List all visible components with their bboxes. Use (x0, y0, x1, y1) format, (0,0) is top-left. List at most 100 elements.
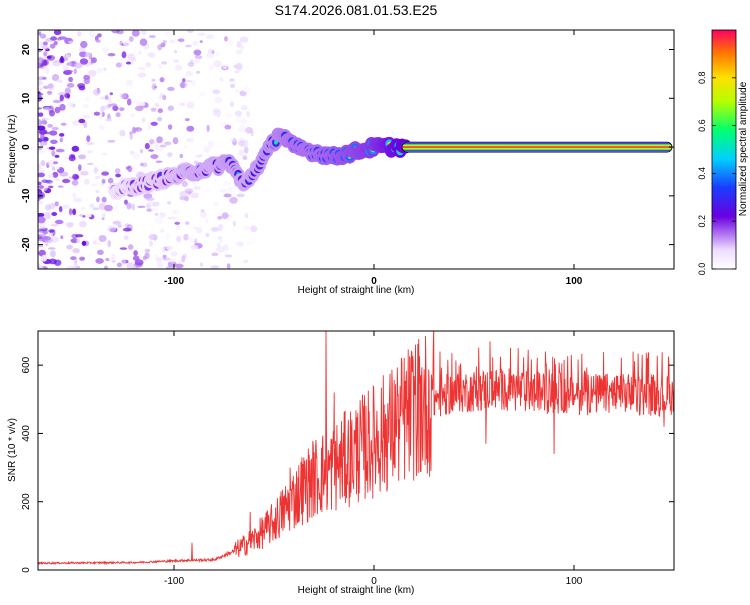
spectrogram-noise-blob (43, 65, 48, 74)
spectrogram-noise-blob (107, 240, 111, 248)
spectrogram-noise-blob (38, 147, 43, 151)
spectrogram-noise-blob (139, 105, 144, 109)
spectrogram-noise-blob (155, 212, 159, 216)
spectrogram-noise-blob (142, 255, 147, 261)
spectrogram-noise-blob (188, 190, 191, 196)
spectrogram-noise-blob (114, 168, 121, 174)
spectrogram-noise-blob (54, 155, 60, 158)
spectrogram-noise-blob (81, 206, 86, 210)
colorbar-label: Normalized spectral amplitude (738, 81, 749, 216)
spectrogram-noise-blob (47, 83, 53, 89)
spectrogram-noise-blob (179, 153, 184, 159)
spectrogram-noise-blob (108, 257, 117, 262)
spectrogram-noise-blob (86, 141, 95, 146)
spectrogram-noise-blob (213, 108, 221, 114)
colorbar-tick-label: 0.6 (697, 119, 707, 132)
spectrogram-noise-blob (59, 94, 64, 102)
spectrogram-noise-blob (78, 164, 82, 172)
spectrogram-noise-blob (74, 62, 83, 69)
spectrogram-noise-blob (194, 55, 203, 60)
snr-x-axis-label: Height of straight line (km) (298, 585, 415, 596)
spectrogram-noise-blob (128, 36, 134, 42)
spectrogram-noise-blob (71, 145, 80, 152)
spectrogram-y-tick-label: -20 (21, 237, 32, 252)
spectrogram-noise-blob (73, 68, 77, 75)
spectrogram-noise-blob (50, 223, 59, 227)
spectrogram-noise-blob (157, 108, 163, 114)
spectrogram-noise-blob (130, 56, 136, 62)
snr-x-tick-label: 100 (566, 576, 583, 587)
spectrogram-noise-blob (72, 197, 82, 203)
spectrogram-noise-blob (233, 64, 240, 69)
spectrogram-noise-blob (145, 197, 155, 201)
spectrogram-noise-blob (155, 160, 163, 163)
spectrogram-noise-blob (75, 234, 84, 238)
spectrogram-noise-blob (137, 205, 146, 208)
spectrogram-noise-blob (54, 219, 64, 225)
spectrogram-noise-blob (169, 39, 176, 44)
spectrogram-noise-blob (124, 199, 128, 205)
spectrogram-noise (38, 30, 258, 269)
spectrogram-noise-blob (81, 240, 87, 246)
spectrogram-noise-blob (137, 72, 147, 78)
spectrogram-noise-blob (167, 124, 173, 130)
spectrogram-noise-blob (154, 102, 160, 108)
spectrogram-noise-blob (115, 62, 122, 68)
spectrogram-noise-blob (151, 78, 156, 82)
spectrogram-noise-blob (128, 244, 134, 250)
spectrogram-noise-blob (101, 213, 106, 218)
spectrogram-noise-blob (76, 238, 80, 244)
spectrogram-noise-blob (185, 71, 193, 77)
spectrogram-noise-blob (89, 203, 95, 209)
spectrogram-noise-blob (38, 172, 45, 178)
spectrogram-noise-blob (139, 38, 148, 46)
spectrogram-noise-blob (243, 259, 249, 263)
spectrogram-noise-blob (131, 152, 140, 160)
spectrogram-noise-blob (149, 240, 153, 248)
spectrogram-noise-blob (185, 80, 192, 83)
spectrogram-noise-blob (216, 242, 221, 248)
spectrogram-noise-blob (78, 85, 86, 91)
spectrogram-noise-blob (93, 242, 102, 245)
spectrogram-noise-blob (103, 67, 107, 72)
spectrogram-noise-blob (38, 216, 46, 224)
spectrogram-noise-blob (193, 186, 201, 191)
spectrogram-noise-blob (123, 40, 130, 48)
spectrogram-noise-blob (86, 135, 91, 143)
spectrogram-noise-blob (182, 78, 186, 83)
spectrogram-noise-blob (62, 66, 69, 71)
spectrogram-noise-blob (78, 214, 84, 217)
spectrogram-noise-blob (93, 166, 99, 174)
spectrogram-noise-blob (111, 30, 120, 34)
spectrogram-noise-blob (179, 81, 188, 89)
spectrogram-noise-blob (62, 178, 71, 184)
spectrogram-noise-blob (97, 249, 104, 255)
spectrogram-noise-blob (226, 186, 235, 193)
snr-y-ticks: 0 200 400 600 (21, 356, 674, 573)
spectrogram-noise-blob (112, 220, 122, 225)
spectrogram-noise-blob (236, 41, 242, 48)
spectrogram-noise-blob (208, 64, 215, 71)
spectrogram-noise-blob (52, 99, 62, 104)
spectrogram-noise-blob (127, 165, 133, 173)
spectrogram-noise-blob (66, 244, 73, 250)
spectrogram-noise-blob (203, 145, 211, 153)
spectrogram-noise-blob (107, 113, 111, 121)
spectrogram-noise-blob (219, 77, 224, 82)
spectrogram-noise-blob (47, 247, 56, 250)
spectrogram-noise-blob (88, 30, 96, 38)
colorbar-ticks: 0.0 0.2 0.4 0.6 0.8 (697, 72, 736, 275)
spectrogram-frame (37, 29, 675, 270)
spectrogram-noise-blob (222, 65, 228, 69)
spectrogram-noise-blob (214, 96, 223, 104)
spectrogram-noise-blob (134, 172, 139, 176)
spectrogram-noise-blob (72, 208, 77, 216)
spectrogram-noise-blob (115, 112, 121, 118)
spectrogram-noise-blob (39, 33, 47, 39)
spectrogram-noise-blob (242, 156, 248, 161)
spectrogram-noise-blob (119, 40, 123, 46)
spectrogram-noise-blob (42, 235, 52, 241)
spectrogram-noise-blob (116, 262, 122, 268)
spectrogram-noise-blob (217, 236, 223, 240)
spectrogram-noise-blob (179, 190, 188, 198)
